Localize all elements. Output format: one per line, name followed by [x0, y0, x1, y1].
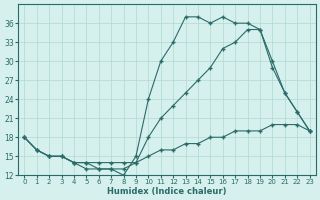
X-axis label: Humidex (Indice chaleur): Humidex (Indice chaleur) [107, 187, 227, 196]
